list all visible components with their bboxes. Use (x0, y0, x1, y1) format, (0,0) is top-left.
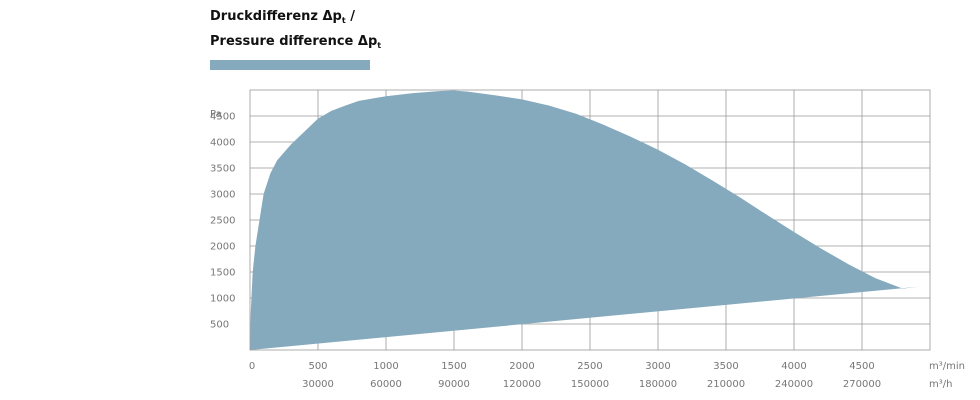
y-axis-unit-label: Pa (210, 109, 222, 120)
x-tick-label-1500: 1500 (441, 361, 466, 372)
legend-swatch (210, 60, 370, 70)
axis-labels: Pa 500 1000 1500 2000 2500 3000 3500 4000 4500 0 50… (210, 109, 965, 390)
x2-tick-label-60000: 60000 (370, 379, 402, 390)
x-tick-label-500: 500 (308, 361, 327, 372)
x2-tick-label-30000: 30000 (302, 379, 334, 390)
y-tick-label-2500: 2500 (210, 216, 235, 227)
y-tick-label-1500: 1500 (210, 268, 235, 279)
x-axis-unit-primary: m³/min (929, 361, 965, 372)
x2-tick-label-210000: 210000 (707, 379, 745, 390)
x-tick-label-4000: 4000 (781, 361, 806, 372)
x-axis-unit-secondary: m³/h (929, 379, 952, 390)
x-tick-label-0: 0 (249, 361, 255, 372)
x2-tick-label-240000: 240000 (775, 379, 813, 390)
y-tick-label-2000: 2000 (210, 242, 235, 253)
x2-tick-label-120000: 120000 (503, 379, 541, 390)
x-tick-label-2500: 2500 (577, 361, 602, 372)
x2-tick-label-90000: 90000 (438, 379, 470, 390)
y-tick-label-1000: 1000 (210, 294, 235, 305)
operating-range-area (250, 90, 920, 350)
x2-tick-label-270000: 270000 (843, 379, 881, 390)
x-tick-label-3000: 3000 (645, 361, 670, 372)
chart-title: Druckdifferenz Δpt / Pressure difference… (210, 6, 381, 56)
title-line-1: Druckdifferenz Δpt / (210, 9, 355, 25)
y-tick-label-3500: 3500 (210, 164, 235, 175)
x-tick-label-3500: 3500 (713, 361, 738, 372)
x2-tick-label-180000: 180000 (639, 379, 677, 390)
y-tick-label-4500: 4500 (210, 112, 235, 123)
plot-border (249, 89, 931, 351)
x-tick-label-2000: 2000 (509, 361, 534, 372)
plot-area (250, 90, 920, 350)
plot-frame (249, 89, 931, 351)
title-line-2: Pressure difference Δpt (210, 34, 382, 50)
y-tick-label-3000: 3000 (210, 190, 235, 201)
y-tick-label-4000: 4000 (210, 138, 235, 149)
x2-tick-label-150000: 150000 (571, 379, 609, 390)
x-tick-label-1000: 1000 (373, 361, 398, 372)
y-tick-label-500: 500 (210, 320, 229, 331)
x-tick-label-4500: 4500 (849, 361, 874, 372)
